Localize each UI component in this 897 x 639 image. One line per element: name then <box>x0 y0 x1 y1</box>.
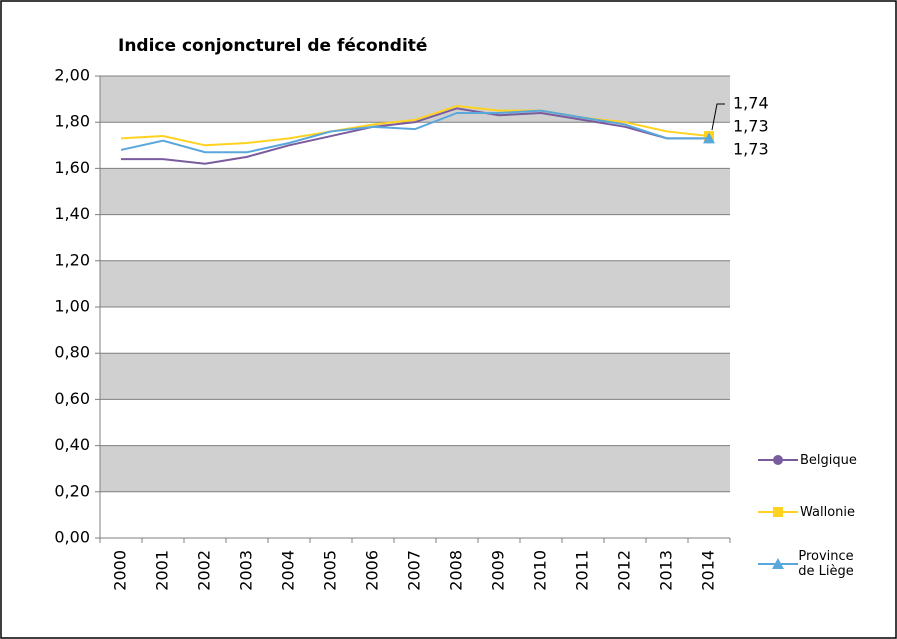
x-tick-label: 2008 <box>447 550 466 591</box>
plot-band <box>100 445 730 492</box>
marker <box>773 507 783 517</box>
plot-band <box>100 353 730 400</box>
plot-band <box>100 76 730 123</box>
series-line <box>121 107 709 165</box>
x-tick-label: 2011 <box>573 550 592 591</box>
marker <box>703 132 715 144</box>
data-label: 1,74 <box>733 94 769 113</box>
x-tick-label: 2009 <box>489 550 508 591</box>
legend-label: Wallonie <box>800 504 856 520</box>
plot-band <box>100 168 730 215</box>
y-tick-label: 1,40 <box>54 204 90 223</box>
x-tick-label: 2001 <box>153 550 172 591</box>
x-tick-label: 2007 <box>405 550 424 591</box>
x-tick-label: 2003 <box>237 550 256 591</box>
series-line <box>120 109 709 154</box>
x-tick-label: 2006 <box>363 550 382 591</box>
y-tick-label: 0,00 <box>54 528 90 547</box>
data-label: 1,73 <box>733 140 769 159</box>
y-tick-label: 2,00 <box>54 66 90 85</box>
y-tick-label: 1,80 <box>54 112 90 131</box>
y-tick-label: 0,60 <box>54 389 90 408</box>
x-tick-label: 2005 <box>321 550 340 591</box>
series-line <box>120 105 710 147</box>
chart-title: Indice conjoncturel de fécondité <box>118 36 427 56</box>
plot-band <box>100 260 730 307</box>
y-tick-label: 1,60 <box>54 158 90 177</box>
y-tick-label: 0,40 <box>54 435 90 454</box>
legend-label: Belgique <box>800 452 857 468</box>
y-tick-label: 0,20 <box>54 481 90 500</box>
leader-line <box>711 103 725 131</box>
x-tick-label: 2000 <box>111 550 130 591</box>
x-tick-label: 2012 <box>615 550 634 591</box>
x-tick-label: 2013 <box>657 550 676 591</box>
legend-label: Province de Liège <box>798 549 854 579</box>
y-tick-label: 0,80 <box>54 343 90 362</box>
y-tick-label: 1,00 <box>54 297 90 316</box>
data-label: 1,73 <box>733 117 769 136</box>
x-tick-label: 2014 <box>699 550 718 591</box>
y-tick-label: 1,20 <box>54 250 90 269</box>
x-tick-label: 2004 <box>279 550 298 591</box>
marker <box>773 455 783 465</box>
marker <box>772 558 784 569</box>
x-tick-label: 2010 <box>531 550 550 591</box>
x-tick-label: 2002 <box>195 550 214 591</box>
